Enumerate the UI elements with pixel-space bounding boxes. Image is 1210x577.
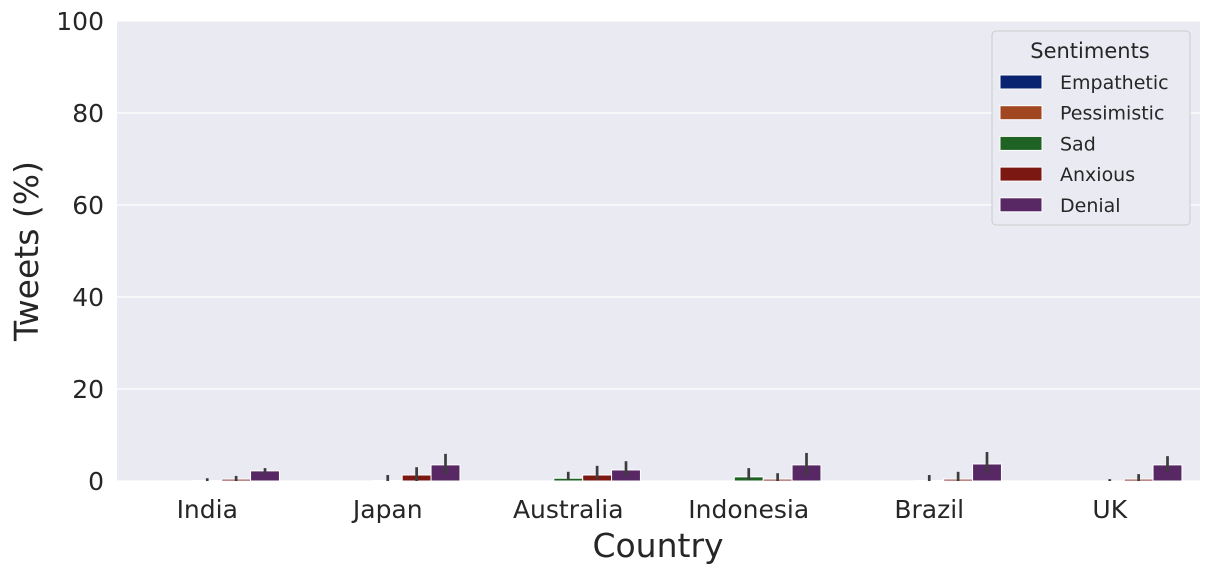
- legend-label: Anxious: [1060, 164, 1135, 186]
- y-tick-label: 40: [72, 283, 104, 312]
- y-tick-label: 100: [56, 7, 104, 36]
- x-tick-label: Japan: [351, 495, 423, 524]
- y-tick-label: 20: [72, 375, 104, 404]
- y-tick-label: 60: [72, 191, 104, 220]
- y-tick-label: 80: [72, 99, 104, 128]
- legend-swatch-empathetic: [1000, 75, 1042, 89]
- y-tick-label: 0: [88, 467, 104, 496]
- y-axis-label: Tweets (%): [7, 161, 46, 342]
- legend-title: Sentiments: [1030, 39, 1150, 63]
- x-axis-label: Country: [592, 526, 723, 565]
- legend-label: Sad: [1060, 133, 1096, 155]
- x-tick-label: India: [177, 495, 238, 524]
- legend-swatch-pessimistic: [1000, 106, 1042, 120]
- legend-swatch-denial: [1000, 198, 1042, 212]
- legend-swatch-sad: [1000, 136, 1042, 150]
- x-tick-label: Indonesia: [688, 495, 809, 524]
- x-tick-label: Australia: [513, 495, 624, 524]
- legend-label: Pessimistic: [1060, 103, 1164, 125]
- legend-swatch-anxious: [1000, 167, 1042, 181]
- legend-label: Denial: [1060, 195, 1121, 217]
- legend: Sentiments Empathetic Pessimistic Sad Anxio…: [992, 31, 1190, 225]
- x-tick-label: UK: [1092, 495, 1127, 524]
- x-tick-label: Brazil: [894, 495, 964, 524]
- legend-label: Empathetic: [1060, 72, 1169, 94]
